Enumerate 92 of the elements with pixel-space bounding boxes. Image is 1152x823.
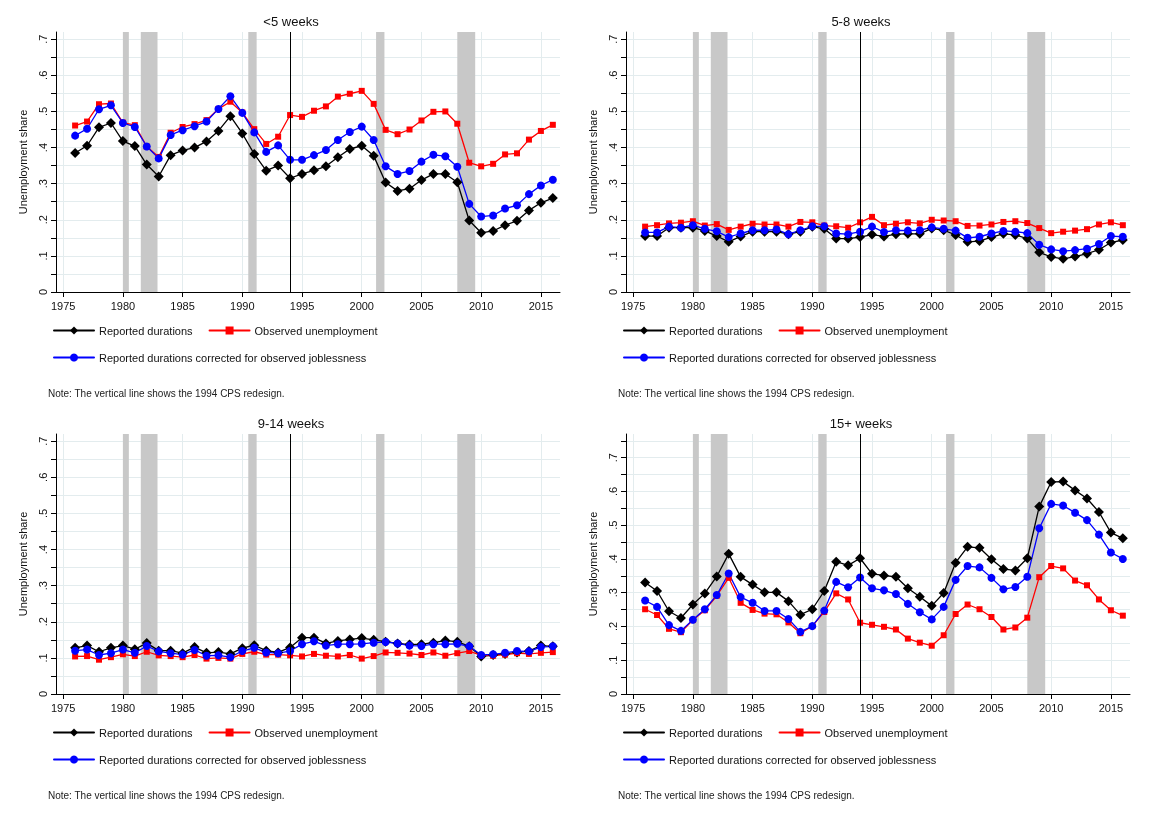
legend-label: Reported durations [99, 324, 194, 337]
text: Note: The vertical line shows the 1994 CPS redesign. [618, 789, 855, 801]
x-tick-label: 2015 [1098, 299, 1124, 312]
x-tick-label: 2005 [979, 701, 1004, 714]
x-tick-label: 2005 [409, 701, 434, 714]
legend-label: Observed unemployment [824, 726, 948, 739]
y-tick-label: 0 [606, 288, 619, 296]
chart-title: 5-8 weeks [831, 14, 892, 29]
x-tick-label: 1985 [170, 299, 195, 312]
x-tick-label: 2010 [1038, 299, 1064, 312]
legend-label: Reported durations [669, 324, 764, 337]
y-tick-label: .3 [36, 179, 49, 189]
x-tick-label: 2010 [468, 299, 494, 312]
x-tick-label: 1975 [620, 701, 646, 714]
y-axis-title: Unemployment share [586, 511, 599, 617]
x-tick-label: 1975 [50, 701, 76, 714]
legend-label: Observed unemployment [254, 324, 378, 337]
y-tick-label: .5 [36, 508, 49, 519]
x-tick-label: 2005 [409, 299, 434, 312]
legend-label: Reported durations corrected for observed joblessness [669, 351, 937, 364]
y-axis-title: Unemployment share [16, 511, 29, 617]
y-tick-label: .3 [606, 588, 619, 598]
x-tick-label: 1995 [289, 701, 315, 714]
x-tick-label: 2005 [979, 299, 1004, 312]
x-tick-label: 1975 [620, 299, 646, 312]
y-tick-label: .1 [606, 655, 619, 665]
y-tick-label: .2 [606, 215, 619, 225]
x-tick-label: 1990 [230, 299, 255, 312]
y-tick-label: .5 [606, 520, 619, 530]
y-tick-label: .7 [606, 34, 619, 44]
text: Note: The vertical line shows the 1994 CPS redesign. [618, 387, 855, 399]
x-tick-label: 1990 [230, 701, 255, 714]
x-tick-label: 2000 [919, 299, 944, 312]
x-tick-label: 1995 [859, 299, 885, 312]
y-tick-label: .2 [36, 617, 49, 627]
legend-label: Reported durations [99, 726, 194, 739]
y-tick-label: .4 [36, 142, 49, 153]
legend-label: Reported durations corrected for observed joblessness [669, 753, 937, 766]
y-axis-title: Unemployment share [16, 109, 29, 215]
x-tick-label: 1990 [800, 299, 825, 312]
x-tick-label: 2010 [1038, 701, 1064, 714]
legend-label: Reported durations [669, 726, 764, 739]
y-tick-label: .7 [36, 436, 49, 446]
x-tick-label: 1995 [289, 299, 315, 312]
chart-title: 9-14 weeks [257, 416, 325, 431]
y-tick-label: .4 [606, 142, 619, 153]
x-tick-label: 1980 [680, 299, 706, 312]
y-tick-label: .6 [36, 472, 49, 482]
x-tick-label: 1995 [859, 701, 885, 714]
y-tick-label: .3 [606, 179, 619, 189]
chart-title: 15+ weeks [829, 416, 893, 431]
x-tick-label: 1985 [170, 701, 195, 714]
x-tick-label: 1975 [50, 299, 76, 312]
y-tick-label: .5 [606, 106, 619, 117]
y-tick-label: .6 [36, 70, 49, 80]
x-tick-label: 1980 [110, 299, 136, 312]
x-tick-label: 2010 [468, 701, 494, 714]
chart-title: <5 weeks [263, 14, 320, 29]
y-tick-label: 0 [36, 288, 49, 296]
y-tick-label: 0 [36, 690, 49, 698]
x-tick-label: 2000 [919, 701, 944, 714]
x-tick-label: 1985 [740, 701, 765, 714]
y-tick-label: .6 [606, 70, 619, 80]
legend-label: Observed unemployment [824, 324, 948, 337]
x-tick-label: 2000 [349, 299, 374, 312]
y-tick-label: .2 [36, 215, 49, 225]
y-axis-title: Unemployment share [586, 109, 599, 215]
legend-label: Reported durations corrected for observed joblessness [99, 753, 367, 766]
y-tick-label: .3 [36, 581, 49, 591]
y-tick-label: 0 [606, 690, 619, 698]
x-tick-label: 1980 [680, 701, 706, 714]
y-tick-label: .5 [36, 106, 49, 117]
y-tick-label: .1 [36, 251, 49, 261]
y-tick-label: .7 [36, 34, 49, 44]
text: Note: The vertical line shows the 1994 CPS redesign. [48, 387, 285, 399]
y-tick-label: .4 [36, 544, 49, 555]
x-tick-label: 2000 [349, 701, 374, 714]
legend-label: Observed unemployment [254, 726, 378, 739]
x-tick-label: 2015 [1098, 701, 1124, 714]
text: Note: The vertical line shows the 1994 CPS redesign. [48, 789, 285, 801]
y-tick-label: .4 [606, 554, 619, 564]
y-tick-label: .1 [606, 251, 619, 261]
y-tick-label: .1 [36, 653, 49, 663]
y-tick-label: .6 [606, 486, 619, 496]
x-tick-label: 2015 [528, 299, 554, 312]
x-tick-label: 2015 [528, 701, 554, 714]
y-tick-label: .7 [606, 453, 619, 463]
x-tick-label: 1990 [800, 701, 825, 714]
y-tick-label: .2 [606, 621, 619, 632]
legend-label: Reported durations corrected for observed joblessness [99, 351, 367, 364]
x-tick-label: 1980 [110, 701, 136, 714]
x-tick-label: 1985 [740, 299, 765, 312]
